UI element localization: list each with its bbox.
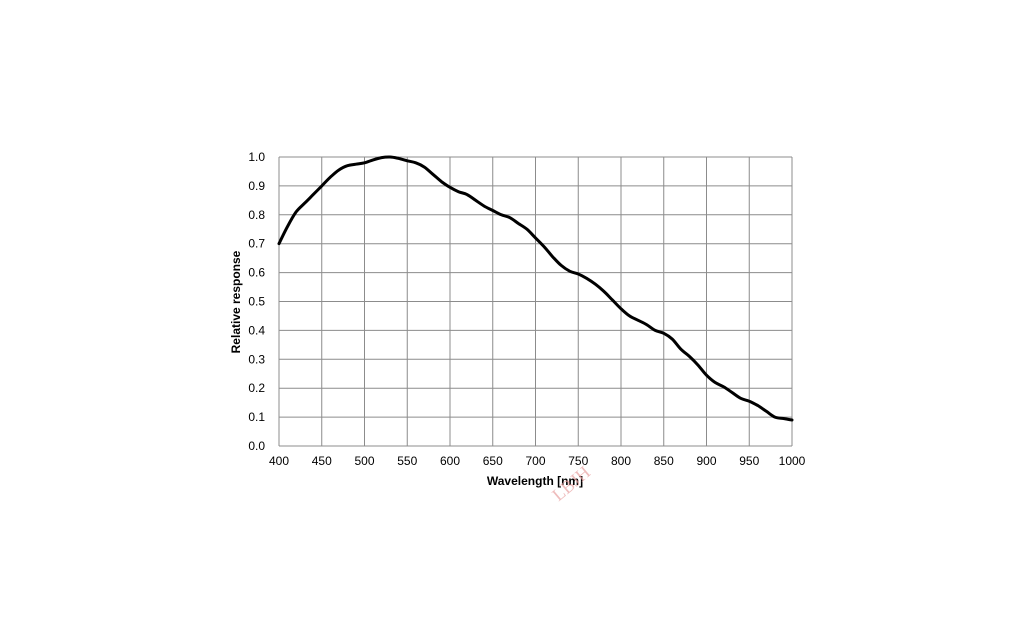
y-tick-label: 0.8 [248,208,265,222]
y-tick-label: 0.6 [248,266,265,280]
y-tick-label: 0.5 [248,295,265,309]
series-layer [277,155,794,422]
y-tick-label: 0.3 [248,352,265,366]
x-tick-label: 850 [654,454,674,468]
x-tick-label: 450 [312,454,332,468]
x-tick-label: 1000 [779,454,806,468]
x-axis-label: Wavelength [nm] [487,474,583,488]
y-tick-label: 0.4 [248,323,265,337]
x-tick-label: 550 [397,454,417,468]
x-axis-ticks: 400 450 500 550 600 650 700 750 800 850 900 950 1000 [269,454,806,468]
y-tick-label: 0.1 [248,410,265,424]
x-tick-label: 950 [739,454,759,468]
grid [278,156,793,447]
y-tick-label: 0.0 [248,439,265,453]
y-tick-label: 0.9 [248,179,265,193]
y-tick-label: 0.2 [248,381,265,395]
x-tick-label: 400 [269,454,289,468]
x-tick-label: 600 [440,454,460,468]
x-tick-label: 650 [483,454,503,468]
y-axis-ticks: 0.0 0.1 0.2 0.3 0.4 0.5 0.6 0.7 0.8 0.9 1.0 [248,150,265,453]
x-tick-label: 800 [611,454,631,468]
series-line-0 [277,155,794,422]
x-tick-label: 500 [354,454,374,468]
watermark: LBJH [548,462,594,505]
x-tick-label: 900 [696,454,716,468]
y-axis-label: Relative response [229,250,243,353]
x-tick-label: 700 [525,454,545,468]
y-tick-label: 1.0 [248,150,265,164]
x-tick-label: 750 [568,454,588,468]
y-tick-label: 0.7 [248,237,265,251]
